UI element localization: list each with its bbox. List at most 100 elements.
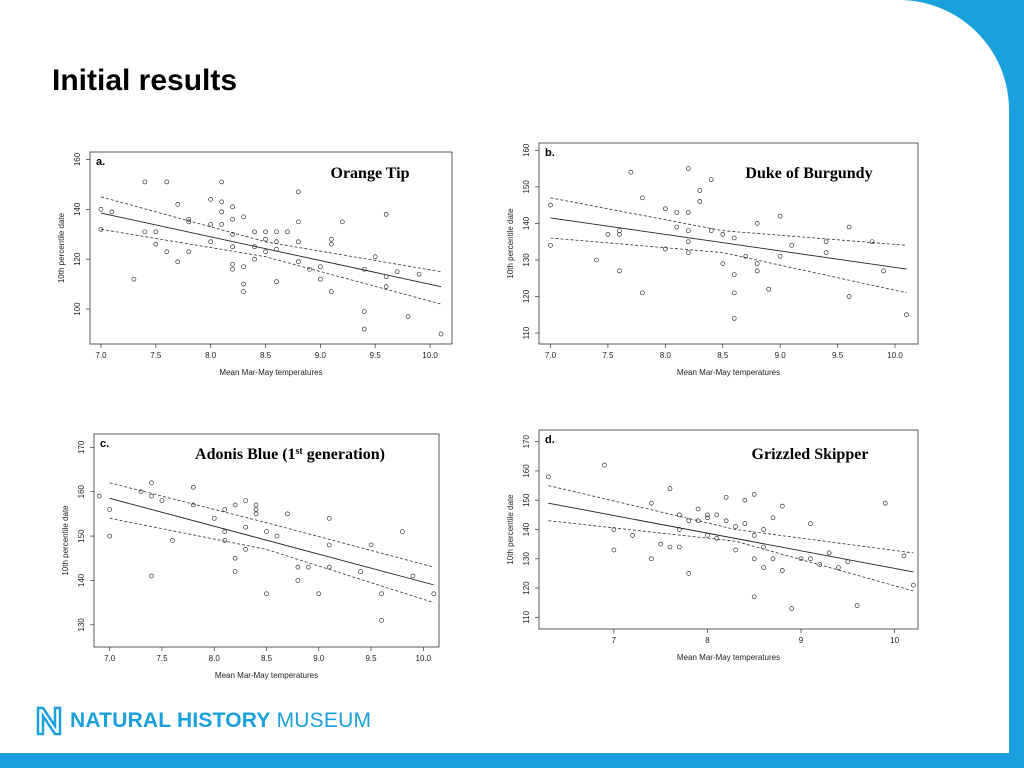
data-point (328, 289, 334, 294)
x-axis-label: Mean Mar-May temperatures (219, 368, 322, 377)
data-point (211, 515, 217, 521)
data-point (742, 521, 748, 526)
data-point (602, 462, 607, 468)
data-point (164, 179, 170, 185)
data-point (910, 582, 916, 588)
chart-svg: 7.0 7.5 8.0 8.5 9.0 9.5 10.0 110 120 130 140 150 160… (506, 142, 919, 377)
data-point (252, 256, 257, 262)
species-title: Duke of Burgundy (745, 165, 872, 182)
data-point (208, 197, 214, 202)
data-point (640, 290, 645, 296)
plot-frame (89, 151, 453, 345)
data-point (648, 556, 654, 562)
data-point (731, 235, 737, 241)
x-tick-label: 8.0 (205, 351, 217, 360)
x-tick-label: 7.5 (156, 654, 168, 663)
data-point (274, 246, 279, 252)
data-point (695, 506, 701, 512)
x-axis-label: Mean Mar-May temperatures (215, 671, 318, 680)
x-tick-label: 8 (705, 636, 710, 645)
data-point (779, 503, 785, 509)
x-tick-label: 10.0 (887, 351, 903, 360)
data-point (697, 188, 703, 193)
data-point (685, 239, 691, 245)
data-point (904, 312, 909, 318)
data-point (153, 229, 159, 235)
data-point (731, 316, 737, 321)
data-point (219, 209, 224, 215)
data-point (761, 527, 766, 532)
confidence-band-upper (548, 485, 914, 554)
data-point (361, 309, 367, 314)
confidence-band-lower (548, 520, 914, 592)
data-point (318, 276, 323, 282)
data-point (723, 494, 729, 500)
data-point (628, 169, 634, 175)
data-point (846, 224, 852, 230)
data-point (742, 497, 748, 503)
x-tick-label: 8.5 (261, 654, 273, 663)
data-point (826, 550, 832, 556)
x-tick-label: 9.5 (370, 351, 382, 360)
data-point (253, 502, 259, 508)
data-point (222, 538, 228, 543)
data-point (751, 533, 757, 538)
data-point (761, 565, 766, 570)
data-point (96, 493, 102, 499)
y-tick-label: 150 (522, 493, 531, 507)
data-point (131, 276, 137, 282)
data-point (754, 268, 760, 274)
data-point (230, 231, 235, 237)
chart-svg: 7 8 9 10 110 120 130 140 150 160 170 Mean Mar-May t… (506, 429, 919, 662)
slide-background: Initial results 7.0 7.5 8.0 8.5 9.0 9.5 10.0 10… (0, 0, 1009, 753)
x-tick-label: 8.0 (660, 351, 672, 360)
data-point (274, 239, 279, 245)
data-point (326, 542, 332, 548)
data-point (175, 202, 181, 207)
data-point (186, 249, 192, 255)
data-point (208, 221, 214, 227)
x-tick-label: 7 (612, 636, 617, 645)
data-point (263, 229, 268, 235)
data-point (733, 547, 738, 553)
data-point (208, 239, 214, 245)
data-point (720, 261, 726, 266)
data-point (316, 591, 322, 597)
y-tick-label: 150 (522, 180, 531, 194)
data-point (368, 542, 374, 548)
y-tick-label: 110 (522, 326, 531, 339)
data-point (685, 166, 691, 171)
data-point (296, 239, 301, 245)
data-point (677, 544, 682, 550)
data-point (326, 515, 332, 521)
x-tick-label: 9 (799, 636, 804, 645)
data-point (170, 538, 175, 543)
data-point (379, 591, 384, 597)
panel-letter: d. (545, 434, 555, 446)
data-point (153, 241, 159, 247)
data-point (686, 518, 692, 524)
data-point (305, 564, 311, 570)
data-point (714, 535, 720, 541)
x-tick-label: 9.0 (775, 351, 787, 360)
species-title: Orange Tip (331, 165, 410, 182)
y-tick-label: 120 (522, 581, 531, 595)
data-point (808, 556, 813, 562)
chart-duke-of-burgundy: 7.0 7.5 8.0 8.5 9.0 9.5 10.0 110 120 130 140 150 160… (493, 141, 923, 386)
x-tick-label: 10.0 (416, 654, 432, 663)
data-point (617, 268, 622, 274)
data-point (630, 533, 635, 538)
data-point (733, 524, 738, 529)
data-point (175, 259, 181, 265)
data-point (109, 209, 115, 215)
regression-line (109, 497, 434, 586)
data-point (241, 289, 246, 294)
data-point (296, 189, 301, 195)
y-tick-label: 130 (522, 253, 531, 267)
data-point (326, 564, 332, 570)
data-point (594, 257, 599, 263)
data-point (548, 202, 553, 208)
data-point (190, 502, 196, 508)
chart-grizzled-skipper: 7 8 9 10 110 120 130 140 150 160 170 Mean Mar-May t… (493, 428, 923, 673)
data-point (296, 219, 301, 225)
